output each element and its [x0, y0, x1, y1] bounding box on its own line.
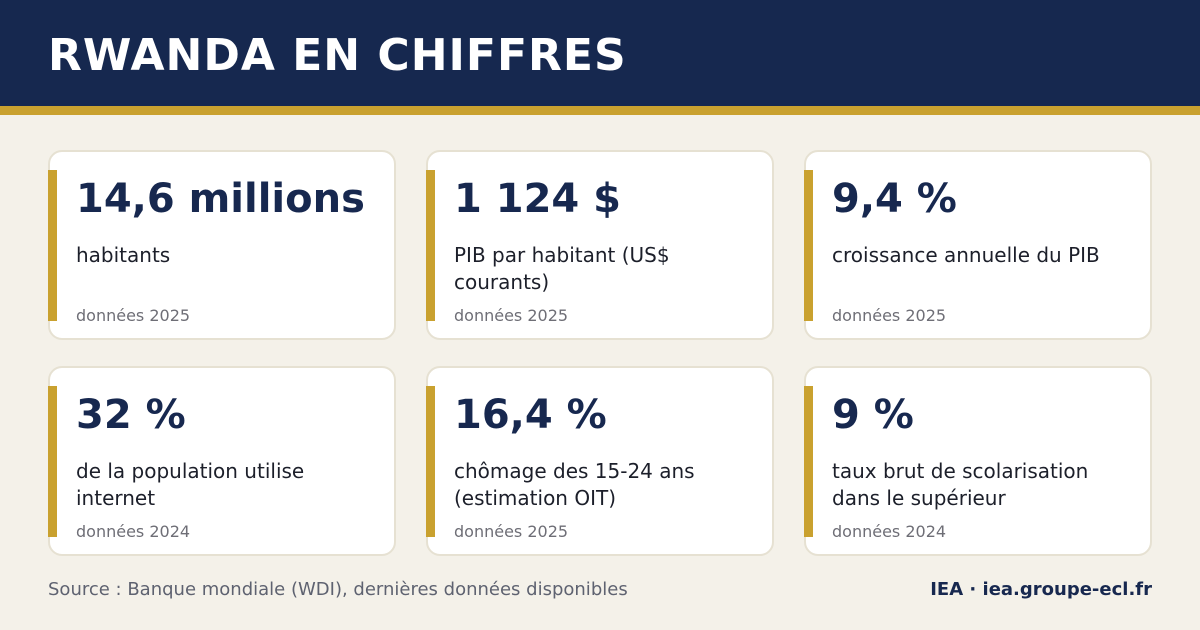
- stat-label: de la population utilise internet: [76, 459, 305, 510]
- stat-year-note: données 2024: [76, 522, 191, 541]
- page-title: RWANDA EN CHIFFRES: [48, 30, 627, 81]
- stat-label: chômage des 15-24 ans (estimation OIT): [454, 459, 695, 510]
- stat-value: 16,4 %: [454, 392, 607, 438]
- card-accent-bar: [426, 386, 435, 537]
- header-gold-divider: [0, 106, 1200, 115]
- card-accent-bar: [804, 170, 813, 321]
- stat-card-internet-usage: 32 % de la population utilise internet d…: [48, 366, 396, 556]
- stat-value: 9 %: [832, 392, 914, 438]
- stat-card-youth-unemployment: 16,4 % chômage des 15-24 ans (estimation…: [426, 366, 774, 556]
- stat-value: 14,6 millions: [76, 176, 365, 222]
- stat-label: habitants: [76, 243, 171, 267]
- stat-label: taux brut de scolarisation dans le supér…: [832, 459, 1089, 510]
- card-accent-bar: [426, 170, 435, 321]
- stat-card-gdp-growth: 9,4 % croissance annuelle du PIB données…: [804, 150, 1152, 340]
- stat-label: PIB par habitant (US$ courants): [454, 243, 670, 294]
- stat-value: 1 124 $: [454, 176, 622, 222]
- card-accent-bar: [48, 170, 57, 321]
- card-accent-bar: [48, 386, 57, 537]
- brand-credit: IEA · iea.groupe-ecl.fr: [930, 579, 1152, 600]
- stat-year-note: données 2025: [454, 306, 569, 325]
- stat-value: 9,4 %: [832, 176, 957, 222]
- header-banner: RWANDA EN CHIFFRES: [0, 0, 1200, 106]
- stat-label: croissance annuelle du PIB: [832, 243, 1100, 267]
- stat-card-population: 14,6 millions habitants données 2025: [48, 150, 396, 340]
- stat-card-tertiary-enrollment: 9 % taux brut de scolarisation dans le s…: [804, 366, 1152, 556]
- source-note: Source : Banque mondiale (WDI), dernière…: [48, 579, 628, 600]
- stat-value: 32 %: [76, 392, 186, 438]
- stat-year-note: données 2025: [832, 306, 947, 325]
- stat-year-note: données 2024: [832, 522, 947, 541]
- card-accent-bar: [804, 386, 813, 537]
- stat-year-note: données 2025: [454, 522, 569, 541]
- stat-year-note: données 2025: [76, 306, 191, 325]
- stat-card-gdp-per-capita: 1 124 $ PIB par habitant (US$ courants) …: [426, 150, 774, 340]
